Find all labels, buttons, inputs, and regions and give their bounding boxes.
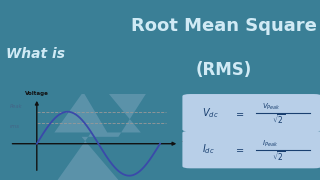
FancyBboxPatch shape — [182, 131, 320, 168]
Polygon shape — [54, 92, 147, 180]
FancyBboxPatch shape — [182, 94, 320, 132]
Text: $V_{Peak}$: $V_{Peak}$ — [262, 102, 281, 112]
Text: (RMS): (RMS) — [196, 61, 252, 79]
Text: $V_{dc}$: $V_{dc}$ — [202, 106, 218, 120]
Text: $=$: $=$ — [234, 145, 245, 155]
Text: Root Mean Square: Root Mean Square — [131, 17, 317, 35]
Text: $\sqrt{2}$: $\sqrt{2}$ — [272, 113, 285, 126]
Text: $I_{dc}$: $I_{dc}$ — [202, 143, 214, 156]
Text: rms: rms — [10, 124, 20, 129]
Text: $=$: $=$ — [234, 108, 245, 118]
Text: What is: What is — [6, 47, 65, 61]
Text: Time: Time — [181, 141, 193, 146]
Text: $\sqrt{2}$: $\sqrt{2}$ — [272, 149, 285, 163]
Text: Peak: Peak — [10, 104, 22, 109]
Text: $I_{Peak}$: $I_{Peak}$ — [262, 138, 278, 149]
Text: Voltage: Voltage — [25, 91, 49, 96]
